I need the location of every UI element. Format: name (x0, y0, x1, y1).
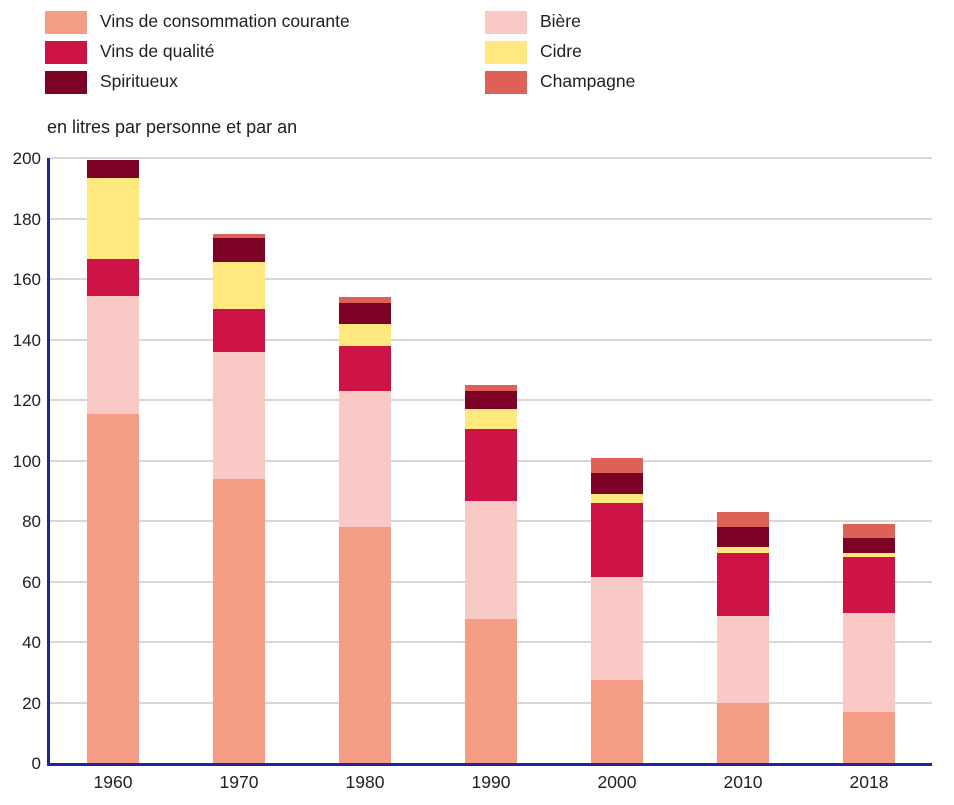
gridline-140 (50, 338, 932, 341)
legend-item-vins-de-consommation-courante: Vins de consommation courante (45, 10, 350, 34)
bar-1990-segment-champagne (465, 384, 517, 391)
bar-2018-segment-cidre (843, 552, 895, 558)
bar-1960-segment-vins-de-qualite (87, 259, 139, 296)
plot-area (47, 157, 932, 766)
x-tick-2018: 2018 (849, 772, 889, 792)
bar-1980-segment-spiritueux (339, 303, 391, 325)
bar-1970 (213, 233, 265, 763)
legend-left-column: Vins de consommation courante Vins de qua… (45, 10, 350, 94)
bar-1970-segment-vins-de-qualite (213, 309, 265, 352)
bar-2010-segment-champagne (717, 511, 769, 528)
bar-2010-segment-spiritueux (717, 527, 769, 547)
bar-2000-segment-biere (591, 576, 643, 680)
y-tick-60: 60 (22, 572, 41, 592)
bar-2010-segment-vins-de-consommation-courante (717, 702, 769, 763)
y-tick-160: 160 (12, 270, 41, 289)
bar-1990-segment-vins-de-qualite (465, 428, 517, 502)
legend-item-spiritueux: Spiritueux (45, 70, 350, 94)
y-tick-40: 40 (22, 633, 41, 652)
bar-1960-segment-vins-de-consommation-courante (87, 413, 139, 763)
bar-1960 (87, 159, 139, 763)
bar-2000-segment-champagne (591, 457, 643, 473)
champagne-color-swatch (485, 70, 527, 94)
legend-label: Cidre (540, 41, 582, 62)
legend-item-biere: Bière (485, 10, 635, 34)
bar-1980-segment-vins-de-consommation-courante (339, 527, 391, 763)
vins-de-consommation-courante-color-swatch (45, 10, 87, 34)
x-tick-1960: 1960 (93, 772, 133, 792)
bar-2000-segment-cidre (591, 493, 643, 503)
bar-1990-segment-cidre (465, 409, 517, 429)
vins-de-qualite-color-swatch (45, 40, 87, 64)
bar-1980-segment-biere (339, 390, 391, 528)
x-tick-1980: 1980 (345, 772, 385, 792)
bar-2010-segment-vins-de-qualite (717, 552, 769, 617)
biere-color-swatch (485, 10, 527, 34)
bar-1960-segment-cidre (87, 177, 139, 260)
bar-1980-segment-vins-de-qualite (339, 345, 391, 391)
legend-right-column: Bière Cidre Champagne (485, 10, 635, 94)
bar-1960-segment-biere (87, 295, 139, 414)
bar-2010-segment-biere (717, 616, 769, 703)
bar-2018-segment-spiritueux (843, 537, 895, 553)
x-tick-2000: 2000 (597, 772, 637, 792)
y-tick-100: 100 (12, 451, 41, 471)
bar-1980-segment-cidre (339, 324, 391, 346)
y-tick-140: 140 (12, 330, 41, 350)
bar-2000 (591, 457, 643, 763)
bar-2000-segment-vins-de-consommation-courante (591, 679, 643, 763)
bar-2018-segment-champagne (843, 524, 895, 538)
bar-1970-segment-vins-de-consommation-courante (213, 478, 265, 763)
bar-2000-segment-spiritueux (591, 472, 643, 494)
bar-2018-segment-biere (843, 613, 895, 712)
legend-item-vins-de-qualite: Vins de qualité (45, 40, 350, 64)
bar-1980-segment-champagne (339, 297, 391, 304)
bar-1970-segment-champagne (213, 233, 265, 239)
legend-label: Spiritueux (100, 71, 178, 92)
y-tick-0: 0 (31, 754, 41, 773)
bar-2018-segment-vins-de-consommation-courante (843, 711, 895, 763)
x-tick-2010: 2010 (723, 772, 763, 792)
bar-2010 (717, 511, 769, 763)
x-tick-1990: 1990 (471, 772, 511, 792)
bar-2010-segment-cidre (717, 546, 769, 553)
bar-1990 (465, 384, 517, 763)
gridline-200 (50, 157, 932, 159)
legend-label: Champagne (540, 71, 636, 92)
legend-label: Vins de consommation courante (100, 11, 350, 32)
bar-2018-segment-vins-de-qualite (843, 557, 895, 614)
bar-2000-segment-vins-de-qualite (591, 502, 643, 577)
bar-1970-segment-cidre (213, 262, 265, 310)
bar-1960-segment-spiritueux (87, 159, 139, 178)
y-tick-20: 20 (22, 693, 41, 713)
y-tick-120: 120 (12, 391, 41, 410)
y-tick-200: 200 (12, 149, 41, 168)
chart-subtitle: en litres par personne et par an (47, 117, 298, 137)
legend-label: Vins de qualité (100, 41, 215, 62)
bar-1990-segment-biere (465, 501, 517, 620)
bar-1990-segment-spiritueux (465, 390, 517, 410)
legend-label: Bière (540, 11, 581, 32)
spiritueux-color-swatch (45, 70, 87, 94)
x-tick-1970: 1970 (219, 772, 259, 792)
legend-item-champagne: Champagne (485, 70, 635, 94)
y-tick-180: 180 (12, 209, 41, 229)
bar-1990-segment-vins-de-consommation-courante (465, 619, 517, 763)
gridline-180 (50, 217, 932, 220)
gridline-160 (50, 278, 932, 280)
bar-2018 (843, 524, 895, 763)
y-tick-80: 80 (22, 512, 41, 531)
cidre-color-swatch (485, 40, 527, 64)
bar-1970-segment-spiritueux (213, 238, 265, 263)
bar-1980 (339, 297, 391, 763)
bar-1970-segment-biere (213, 351, 265, 479)
legend-item-cidre: Cidre (485, 40, 635, 64)
